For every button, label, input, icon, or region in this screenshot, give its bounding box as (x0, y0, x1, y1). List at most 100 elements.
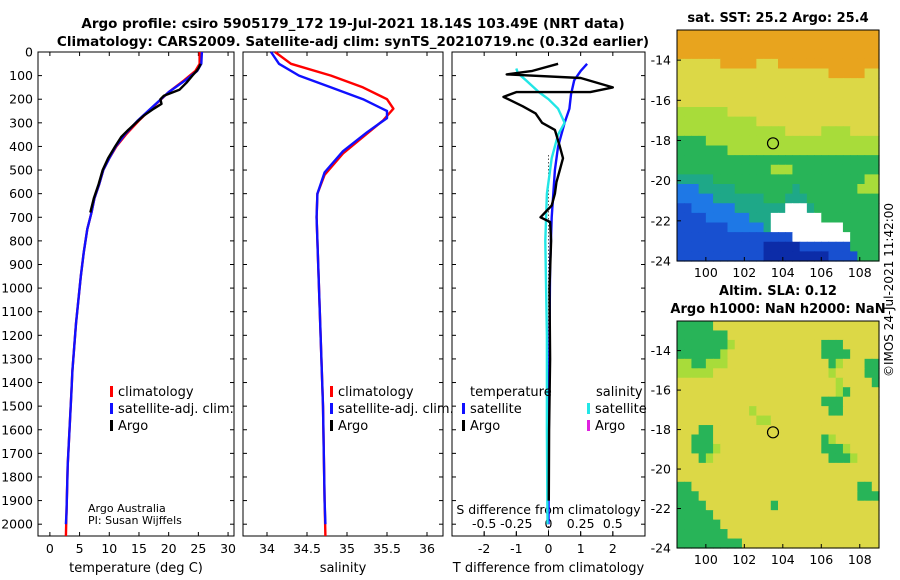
heatmap-cell (713, 538, 721, 549)
heatmap-cell (677, 415, 685, 426)
heatmap-cell (727, 368, 736, 379)
heatmap-cell (871, 330, 880, 341)
heatmap-cell (814, 164, 822, 175)
heatmap-cell (691, 462, 700, 473)
heatmap-cell (749, 49, 757, 60)
heatmap-cell (727, 184, 736, 195)
y-tick-label: 1800 (1, 469, 33, 484)
heatmap-cell (799, 368, 808, 379)
heatmap-cell (763, 107, 772, 118)
heatmap-cell (698, 30, 707, 41)
heatmap-cell (734, 529, 743, 540)
heatmap-cell (684, 510, 693, 521)
y-tick-label: 1400 (1, 375, 33, 390)
heatmap-cell (814, 321, 822, 332)
heatmap-cell (778, 368, 786, 379)
heatmap-cell (864, 358, 873, 369)
heatmap-cell (749, 368, 757, 379)
heatmap-cell (864, 339, 873, 350)
heatmap-cell (806, 481, 815, 492)
heatmap-cell (842, 377, 851, 388)
heatmap-cell (698, 330, 707, 341)
heatmap-cell (749, 443, 757, 455)
heatmap-cell (792, 510, 801, 521)
heatmap-cell (720, 425, 729, 436)
heatmap-cell (806, 368, 815, 379)
heatmap-cell (698, 193, 707, 204)
heatmap-cell (799, 87, 808, 98)
heatmap-cell (698, 232, 707, 243)
heatmap-cell (799, 387, 808, 398)
heatmap-cell (756, 538, 765, 549)
temperature-panel: 0100200300400500600700800900100011001200… (1, 45, 236, 577)
heatmap-cell (792, 193, 801, 204)
heatmap-cell (792, 145, 801, 156)
heatmap-cell (814, 453, 822, 464)
heatmap-cell (821, 500, 830, 511)
heatmap-cell (785, 396, 794, 407)
heatmap-cell (799, 232, 808, 243)
heatmap-cell (756, 500, 765, 511)
heatmap-cell (828, 184, 837, 195)
heatmap-cell (684, 107, 693, 118)
heatmap-cell (756, 406, 765, 417)
heatmap-cell (785, 126, 794, 137)
heatmap-cell (850, 434, 858, 445)
heatmap-cell (835, 58, 844, 70)
heatmap-cell (857, 321, 866, 332)
heatmap-cell (727, 358, 736, 369)
heatmap-cell (763, 58, 772, 70)
heatmap-cell (705, 349, 714, 360)
heatmap-cell (727, 155, 736, 166)
heatmap-cell (799, 222, 808, 233)
heatmap-cell (705, 415, 714, 426)
heatmap-cell (821, 481, 830, 492)
heatmap-cell (778, 126, 786, 137)
heatmap-cell (792, 78, 801, 89)
heatmap-cell (821, 155, 830, 166)
heatmap-cell (792, 174, 801, 185)
heatmap-cell (734, 232, 743, 243)
heatmap-cell (770, 462, 779, 473)
heatmap-cell (720, 135, 729, 147)
legend-label-sat-t: satellite (470, 402, 522, 417)
heatmap-cell (691, 406, 700, 417)
heatmap-cell (749, 164, 757, 175)
heatmap-cell (727, 377, 736, 388)
heatmap-cell (705, 135, 714, 147)
heatmap-cell (691, 232, 700, 243)
heatmap-cell (677, 519, 685, 530)
heatmap-cell (814, 330, 822, 341)
heatmap-cell (835, 425, 844, 436)
heatmap-cell (864, 87, 873, 98)
heatmap-cell (741, 241, 750, 252)
legend-swatch-sat-s (587, 403, 590, 414)
heatmap-cell (785, 387, 794, 398)
heatmap-cell (799, 481, 808, 492)
heatmap-cell (857, 472, 866, 483)
heatmap-cell (727, 164, 736, 175)
heatmap-cell (785, 462, 794, 473)
y-tick-label: 200 (9, 92, 33, 107)
heatmap-cell (698, 358, 707, 369)
heatmap-cell (741, 415, 750, 426)
heatmap-cell (814, 222, 822, 233)
heatmap-cell (720, 453, 729, 464)
heatmap-cell (828, 387, 837, 398)
heatmap-cell (835, 39, 844, 50)
heatmap-cell (734, 434, 743, 445)
heatmap-cell (691, 358, 700, 369)
heatmap-cell (763, 500, 772, 511)
heatmap-cell (734, 387, 743, 398)
heatmap-cell (850, 453, 858, 464)
heatmap-cell (871, 174, 880, 185)
heatmap-cell (727, 251, 736, 262)
heatmap-cell (835, 443, 844, 455)
map-y-tick-label: -14 (651, 53, 671, 68)
heatmap-cell (785, 155, 794, 166)
heatmap-cell (778, 529, 786, 540)
heatmap-cell (705, 58, 714, 70)
heatmap-cell (778, 472, 786, 483)
heatmap-cell (713, 241, 721, 252)
heatmap-cell (770, 68, 779, 79)
